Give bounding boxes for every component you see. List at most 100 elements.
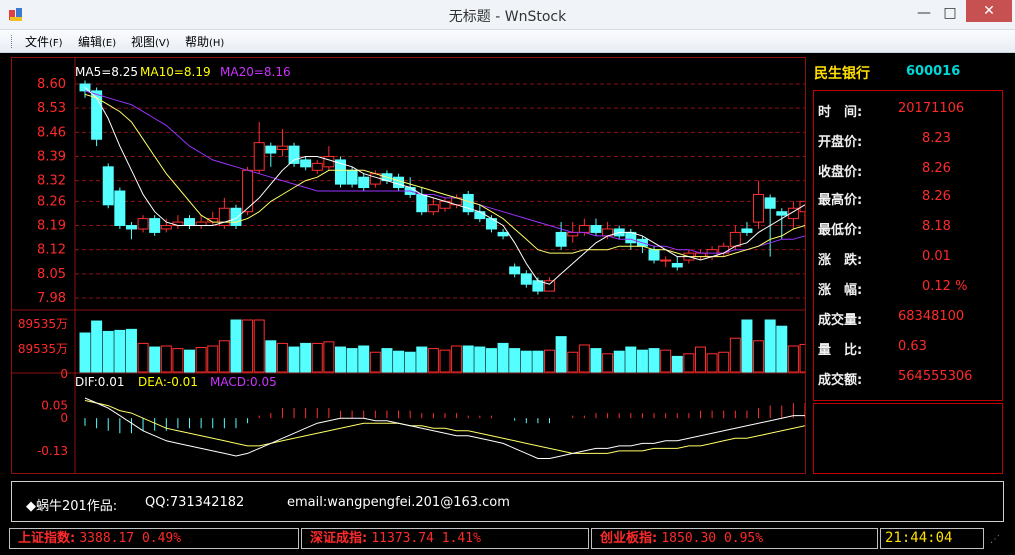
- maximize-button[interactable]: □: [943, 5, 957, 21]
- resize-grip-icon[interactable]: ⋰: [990, 534, 1000, 545]
- volume-bar: [671, 355, 683, 373]
- macd-legend-1: DEA:-0.01: [138, 375, 198, 389]
- dif-line: [84, 397, 805, 459]
- info-row-high: 最高价: 8.26: [818, 189, 951, 208]
- candle-body: [137, 218, 149, 230]
- volume-bar: [184, 349, 196, 373]
- chart-panel[interactable]: 8.60 8.53 8.46 8.39 8.32 8.26 8.19 8.12 8.05 7.98…: [11, 57, 811, 474]
- author-label: ◆蜗牛201作品:: [26, 499, 118, 514]
- volume-bar: [706, 353, 718, 373]
- stock-code: 600016: [906, 64, 961, 79]
- volume-bar: [509, 348, 521, 373]
- macd-tick-label: 0.05: [41, 399, 68, 413]
- volume-bar: [427, 348, 439, 373]
- candle-body: [334, 159, 346, 185]
- menu-file[interactable]: 文件(F): [25, 35, 63, 49]
- volume-bar: [613, 350, 625, 373]
- price-tick-label: 8.05: [37, 267, 66, 282]
- volume-bar: [555, 336, 567, 373]
- stock-header: 民生银行 600016: [810, 57, 1005, 87]
- candle-body: [358, 176, 370, 189]
- volume-bar: [776, 325, 788, 373]
- candle-body: [323, 155, 335, 168]
- candle-body: [590, 225, 602, 233]
- candle-body: [509, 266, 521, 275]
- window-title: 无标题 - WnStock: [448, 9, 567, 25]
- volume-bar: [160, 345, 172, 373]
- ma20-line: [84, 90, 806, 254]
- price-tick-label: 8.26: [37, 194, 66, 209]
- candle-body: [544, 280, 556, 292]
- candle-body: [149, 218, 161, 233]
- close-button[interactable]: ✕: [966, 0, 1012, 22]
- candle-body: [311, 162, 323, 171]
- candle-body: [276, 145, 288, 151]
- candle-body: [764, 197, 776, 209]
- dea-line: [84, 400, 806, 454]
- candle-body: [288, 145, 300, 164]
- menu-edit[interactable]: 编辑(E): [78, 35, 117, 49]
- volume-bar: [195, 347, 207, 373]
- candle-body: [102, 166, 114, 206]
- ma10-line: [84, 93, 806, 258]
- volume-bar: [520, 350, 532, 373]
- info-row-time: 时 间: 20171106: [818, 101, 965, 120]
- macd-legend-2: MACD:0.05: [210, 375, 277, 389]
- candle-body: [555, 231, 567, 247]
- volume-bar: [311, 342, 323, 373]
- volume-bar: [137, 342, 149, 373]
- volume-bar: [300, 342, 312, 373]
- status-bar: 上证指数: 3388.17 0.49% 深证成指: 11373.74 1.41%…: [0, 526, 1015, 555]
- info-extra-panel: [813, 403, 1003, 474]
- price-tick-label: 8.39: [37, 149, 66, 164]
- candle-body: [694, 252, 706, 258]
- volume-bar: [718, 351, 730, 373]
- candle-body: [578, 225, 590, 233]
- macd-tick-label: 0: [60, 411, 68, 425]
- volume-bar: [114, 329, 126, 373]
- candle-body: [160, 225, 172, 230]
- volume-bar: [741, 319, 753, 373]
- macd-legend-0: DIF:0.01: [75, 375, 125, 389]
- volume-bar: [381, 348, 393, 373]
- volume-bar: [334, 346, 346, 373]
- volume-bar: [753, 340, 765, 373]
- ma-legend-0: MA5=8.25: [75, 65, 138, 79]
- candle-body: [195, 221, 207, 227]
- info-row-volume: 成交量: 68348100: [818, 309, 965, 328]
- stock-name: 民生银行: [814, 66, 870, 82]
- stock-chart[interactable]: 8.60 8.53 8.46 8.39 8.32 8.26 8.19 8.12 8.05 7.98…: [12, 58, 811, 473]
- candle-body: [474, 211, 486, 220]
- volume-bar: [683, 353, 695, 373]
- price-tick-label: 8.19: [37, 219, 66, 234]
- menu-help[interactable]: 帮助(H): [185, 35, 225, 49]
- volume-bar: [218, 340, 230, 373]
- volume-bar: [439, 349, 451, 373]
- candle-body: [79, 83, 91, 92]
- info-row-change: 涨 跌: 0.01: [818, 249, 951, 268]
- candle-body: [300, 159, 312, 168]
- info-row-amount: 成交额: 564555306: [818, 369, 973, 388]
- price-tick-label: 7.98: [37, 291, 66, 306]
- minimize-button[interactable]: —: [917, 5, 931, 21]
- candle-body: [230, 207, 242, 227]
- info-row-volume-ratio: 量 比: 0.63: [818, 339, 927, 358]
- price-tick-label: 8.46: [37, 125, 66, 140]
- volume-bar: [648, 348, 660, 373]
- volume-bar: [451, 345, 463, 373]
- volume-bar: [787, 345, 799, 373]
- volume-bar: [276, 342, 288, 373]
- candle-body: [741, 228, 753, 233]
- volume-bar: [578, 344, 590, 373]
- volume-bar: [404, 351, 416, 373]
- volume-bar: [729, 337, 741, 373]
- volume-bar: [346, 348, 358, 373]
- candle-body: [114, 190, 126, 227]
- candle-body: [787, 207, 799, 220]
- candle-body: [776, 211, 788, 216]
- menu-view[interactable]: 视图(V): [131, 35, 170, 49]
- volume-bar: [242, 319, 254, 373]
- volume-bar: [230, 319, 242, 373]
- candle-body: [648, 249, 660, 261]
- price-tick-label: 8.53: [37, 101, 66, 116]
